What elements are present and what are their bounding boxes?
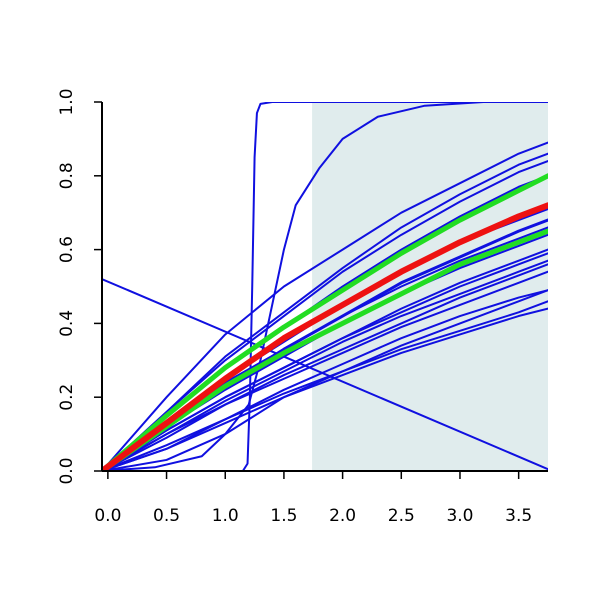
y-tick-label: 1.0 — [57, 88, 77, 115]
series-line-12 — [102, 263, 548, 471]
series-lines — [102, 102, 548, 471]
x-tick-label: 1.0 — [212, 506, 239, 526]
series-line-13 — [102, 270, 548, 471]
y-tick-label: 0.8 — [57, 162, 77, 189]
series-line-8 — [102, 141, 548, 471]
x-tick-label: 3.5 — [505, 506, 532, 526]
y-axis: 0.0 0.2 0.4 0.6 0.8 1.0 — [57, 88, 103, 485]
y-tick-label: 0.6 — [57, 236, 77, 263]
y-tick-label: 0.2 — [57, 384, 77, 411]
series-line-21 — [102, 173, 548, 471]
series-line-18 — [102, 102, 548, 471]
x-axis: 0.0 0.5 1.0 1.5 2.0 2.5 3.0 3.5 — [94, 470, 548, 526]
x-tick-label: 2.5 — [388, 506, 415, 526]
series-line-15 — [102, 307, 548, 471]
series-line-20 — [102, 278, 548, 471]
x-tick-label: 0.5 — [153, 506, 180, 526]
plot-region — [102, 102, 548, 471]
x-tick-label: 0.0 — [94, 506, 121, 526]
y-tick-label: 0.0 — [57, 457, 77, 484]
series-line-11 — [102, 259, 548, 471]
series-line-23 — [102, 202, 548, 471]
series-line-17 — [102, 289, 548, 471]
x-tick-label: 2.0 — [329, 506, 356, 526]
series-line-19 — [102, 102, 548, 471]
series-line-10 — [102, 248, 548, 471]
series-line-16 — [102, 289, 548, 471]
series-line-7 — [102, 152, 548, 471]
series-line-22 — [102, 228, 548, 471]
x-tick-label: 1.5 — [270, 506, 297, 526]
y-tick-label: 0.4 — [57, 310, 77, 337]
x-tick-label: 3.0 — [446, 506, 473, 526]
